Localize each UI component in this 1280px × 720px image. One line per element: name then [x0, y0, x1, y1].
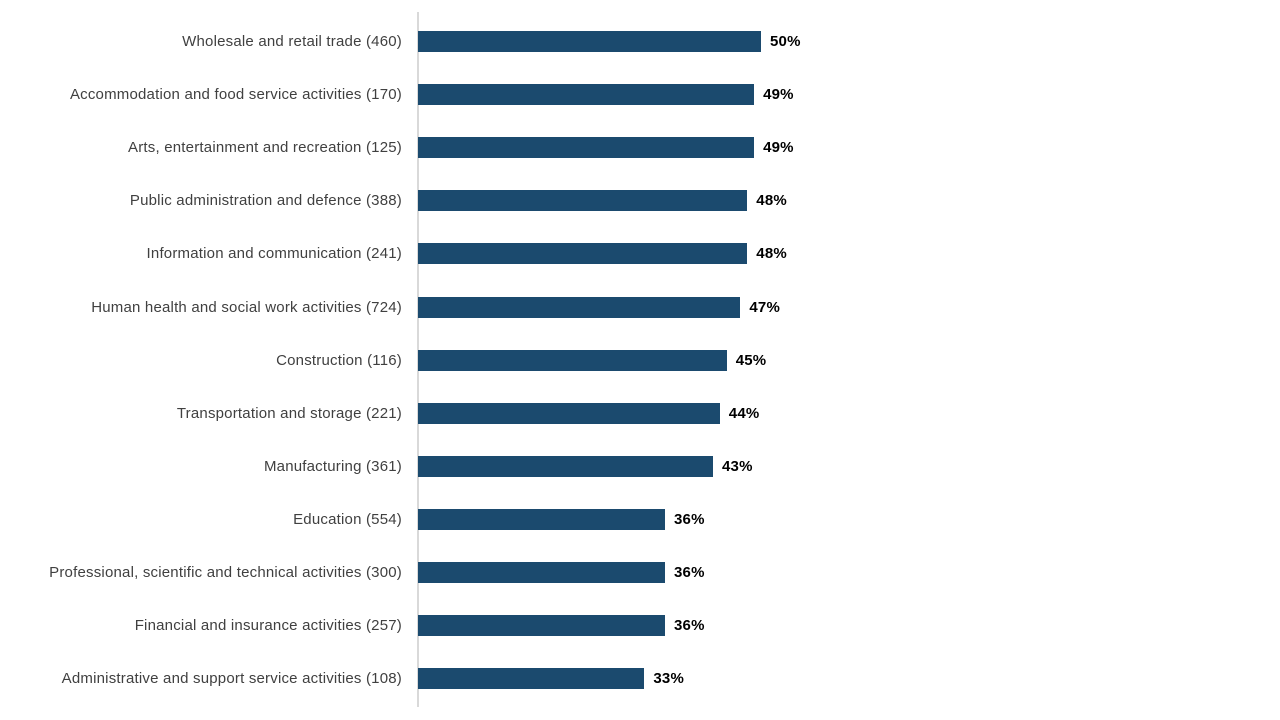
value-label: 49%	[763, 86, 794, 104]
bar-row: Information and communication (241) 48%	[0, 227, 1280, 280]
bar-area: 44%	[402, 402, 1280, 424]
category-label: Financial and insurance activities (257)	[134, 617, 402, 635]
bar-area: 43%	[402, 455, 1280, 477]
value-label: 44%	[728, 404, 760, 422]
category-label: Human health and social work activities …	[91, 298, 402, 316]
bar	[418, 31, 761, 53]
bar-row: Construction (116) 45%	[0, 334, 1280, 387]
bar-area: 49%	[402, 84, 1280, 106]
bar-area: 48%	[402, 243, 1280, 265]
value-label: 36%	[674, 510, 705, 528]
bar	[418, 243, 748, 265]
value-label: 43%	[722, 457, 753, 475]
bar-row: Arts, entertainment and recreation (125)…	[0, 121, 1280, 174]
bar	[418, 137, 755, 159]
bar-area: 47%	[402, 296, 1280, 318]
category-label: Administrative and support service activ…	[61, 670, 402, 688]
category-label: Professional, scientific and technical a…	[49, 563, 402, 581]
bar-area: 36%	[402, 508, 1280, 530]
bar-row: Manufacturing (361) 43%	[0, 440, 1280, 493]
bar-row: Professional, scientific and technical a…	[0, 546, 1280, 599]
value-label: 36%	[674, 617, 705, 635]
bar	[418, 455, 713, 477]
bar	[418, 508, 665, 530]
bar-row: Wholesale and retail trade (460) 50%	[0, 15, 1280, 68]
value-label: 48%	[756, 245, 787, 263]
chart-rows: Wholesale and retail trade (460) 50% Acc…	[0, 15, 1280, 705]
bar-area: 50%	[402, 31, 1280, 53]
category-label: Public administration and defence (388)	[129, 192, 402, 210]
bar-row: Financial and insurance activities (257)…	[0, 599, 1280, 652]
bar	[418, 668, 645, 690]
bar	[418, 190, 748, 212]
bar-area: 36%	[402, 615, 1280, 637]
bar-area: 33%	[402, 668, 1280, 690]
bar-row: Accommodation and food service activitie…	[0, 68, 1280, 121]
value-label: 49%	[763, 139, 794, 157]
value-label: 50%	[770, 33, 801, 51]
category-label: Accommodation and food service activitie…	[69, 86, 402, 104]
category-label: Construction (116)	[276, 351, 402, 369]
value-label: 48%	[756, 192, 787, 210]
bar	[418, 561, 665, 583]
category-label: Manufacturing (361)	[263, 457, 402, 475]
bar	[418, 615, 665, 637]
bar-area: 45%	[402, 349, 1280, 371]
bar	[418, 349, 727, 371]
value-label: 36%	[674, 563, 705, 581]
value-label: 33%	[653, 670, 685, 688]
bar-row: Public administration and defence (388) …	[0, 174, 1280, 227]
bar-row: Transportation and storage (221) 44%	[0, 387, 1280, 440]
category-label: Arts, entertainment and recreation (125)	[128, 139, 402, 157]
bar-area: 36%	[402, 561, 1280, 583]
bar	[418, 84, 755, 106]
bar-row: Education (554) 36%	[0, 493, 1280, 546]
bar-row: Human health and social work activities …	[0, 280, 1280, 333]
bar	[418, 296, 741, 318]
bar-area: 48%	[402, 190, 1280, 212]
category-label: Wholesale and retail trade (460)	[182, 33, 402, 51]
category-label: Information and communication (241)	[146, 245, 402, 263]
value-label: 47%	[749, 298, 781, 316]
bar-area: 49%	[402, 137, 1280, 159]
category-label: Education (554)	[293, 510, 402, 528]
bar	[418, 402, 720, 424]
value-label: 45%	[735, 351, 767, 369]
bar-row: Administrative and support service activ…	[0, 652, 1280, 705]
category-label: Transportation and storage (221)	[176, 404, 402, 422]
